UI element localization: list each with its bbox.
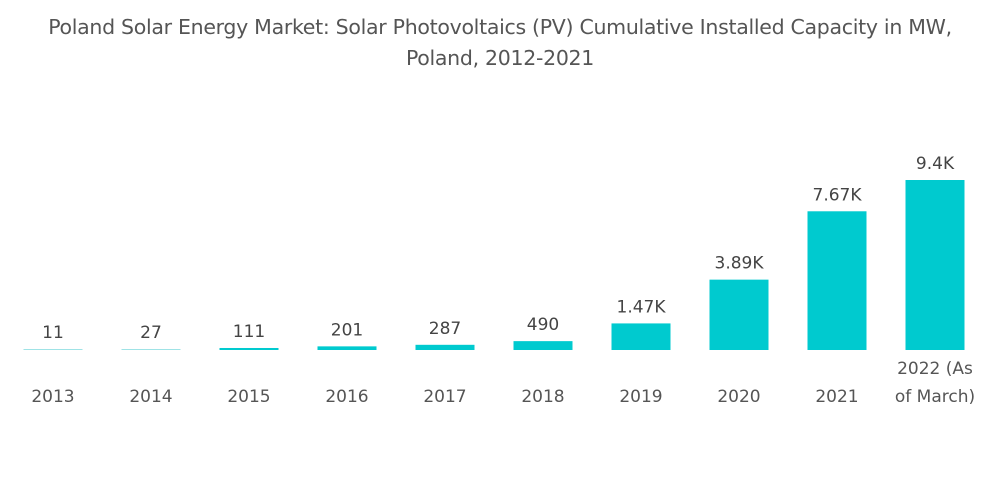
x-tick-label-4: 2017 bbox=[423, 387, 466, 407]
x-tick-label-7: 2020 bbox=[717, 387, 760, 407]
data-label-6: 1.47K bbox=[617, 297, 667, 317]
data-label-5: 490 bbox=[527, 315, 559, 335]
x-tick-label-3: 2016 bbox=[325, 387, 368, 407]
data-label-2: 111 bbox=[233, 322, 265, 342]
chart-title-line2: Poland, 2012-2021 bbox=[405, 46, 595, 70]
data-label-1: 27 bbox=[140, 323, 162, 343]
data-label-9: 9.4K bbox=[916, 154, 955, 174]
x-tick-label-0: 2013 bbox=[31, 387, 74, 407]
bar-2 bbox=[219, 347, 279, 350]
data-label-8: 7.67K bbox=[813, 185, 863, 205]
x-tick-label-1: 2014 bbox=[129, 387, 172, 407]
data-label-0: 11 bbox=[42, 323, 64, 343]
bar-4 bbox=[415, 344, 475, 350]
chart-title-line1: Poland Solar Energy Market: Solar Photov… bbox=[48, 15, 952, 39]
data-label-7: 3.89K bbox=[715, 254, 765, 274]
x-tick-label-2: 2015 bbox=[227, 387, 270, 407]
bar-3 bbox=[317, 346, 377, 350]
data-label-3: 201 bbox=[331, 320, 363, 340]
bar-8 bbox=[807, 211, 867, 350]
data-label-4: 287 bbox=[429, 319, 461, 339]
bar-0 bbox=[23, 349, 83, 350]
chart-title: Poland Solar Energy Market: Solar Photov… bbox=[0, 12, 1000, 74]
bar-5 bbox=[513, 341, 573, 350]
bar-1 bbox=[121, 349, 181, 350]
x-tick-label-9: 2022 (As of March) bbox=[895, 359, 975, 407]
bar-7 bbox=[709, 279, 769, 350]
x-tick-label-6: 2019 bbox=[619, 387, 662, 407]
x-tick-label-5: 2018 bbox=[521, 387, 564, 407]
x-tick-label-8: 2021 bbox=[815, 387, 858, 407]
bar-6 bbox=[611, 323, 671, 350]
bar-9 bbox=[905, 180, 965, 350]
